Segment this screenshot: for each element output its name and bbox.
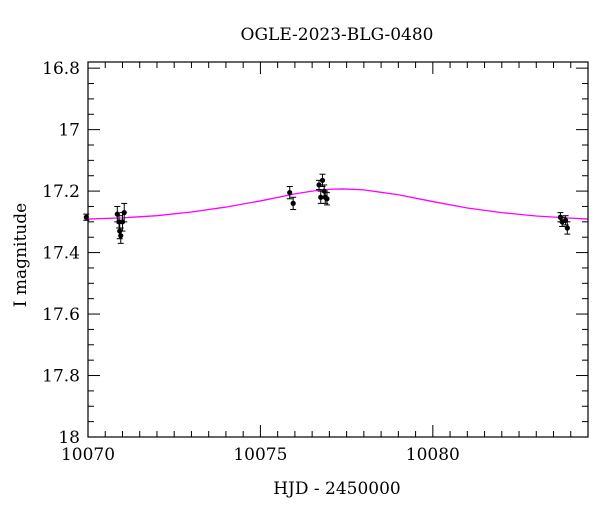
y-tick-label: 17 (58, 121, 80, 141)
data-point (118, 233, 124, 239)
plot-area: 10070 10075 10080 16.8 17 17.2 17.4 17.6 17.8 18 (42, 59, 589, 465)
plot-frame (87, 61, 589, 438)
x-tick-label: 10080 (406, 445, 460, 465)
x-axis-title: HJD - 2450000 (273, 479, 401, 499)
y-tick-label: 17.4 (42, 244, 80, 264)
y-axis-title: I magnitude (11, 203, 31, 307)
data-point (290, 200, 296, 206)
x-tick-label: 10075 (233, 445, 287, 465)
data-point (564, 225, 570, 231)
data-point (287, 190, 293, 196)
y-tick-label: 17.8 (42, 367, 80, 387)
data-point (319, 177, 326, 183)
chart-title: OGLE-2023-BLG-0480 (241, 25, 434, 45)
y-tick-label: 17.6 (42, 305, 80, 325)
data-point (83, 214, 89, 220)
data-point (324, 196, 330, 202)
data-point (121, 210, 127, 216)
y-tick-label: 18 (58, 428, 80, 448)
data-point (318, 194, 324, 200)
y-tick-label: 17.2 (42, 182, 80, 202)
x-tick-label: 10070 (61, 445, 115, 465)
y-tick-label: 16.8 (42, 59, 80, 79)
model-curve (87, 188, 589, 220)
